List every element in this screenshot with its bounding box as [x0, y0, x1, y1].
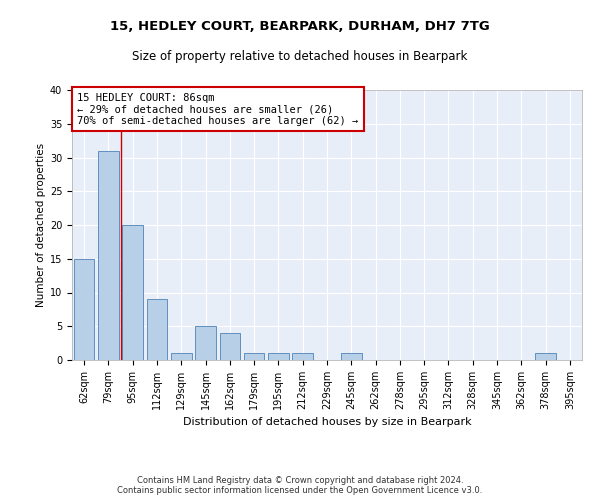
Bar [535, 353, 556, 360]
Bar [220, 333, 240, 360]
Bar [268, 353, 289, 360]
Bar [122, 225, 143, 360]
Bar [195, 326, 216, 360]
X-axis label: Distribution of detached houses by size in Bearpark: Distribution of detached houses by size … [182, 418, 472, 428]
Y-axis label: Number of detached properties: Number of detached properties [35, 143, 46, 307]
Bar [244, 353, 265, 360]
Bar [146, 299, 167, 360]
Text: 15, HEDLEY COURT, BEARPARK, DURHAM, DH7 7TG: 15, HEDLEY COURT, BEARPARK, DURHAM, DH7 … [110, 20, 490, 33]
Bar [341, 353, 362, 360]
Bar [74, 259, 94, 360]
Bar [171, 353, 191, 360]
Text: Contains HM Land Registry data © Crown copyright and database right 2024.
Contai: Contains HM Land Registry data © Crown c… [118, 476, 482, 495]
Text: Size of property relative to detached houses in Bearpark: Size of property relative to detached ho… [133, 50, 467, 63]
Bar [98, 151, 119, 360]
Bar [292, 353, 313, 360]
Text: 15 HEDLEY COURT: 86sqm
← 29% of detached houses are smaller (26)
70% of semi-det: 15 HEDLEY COURT: 86sqm ← 29% of detached… [77, 92, 358, 126]
